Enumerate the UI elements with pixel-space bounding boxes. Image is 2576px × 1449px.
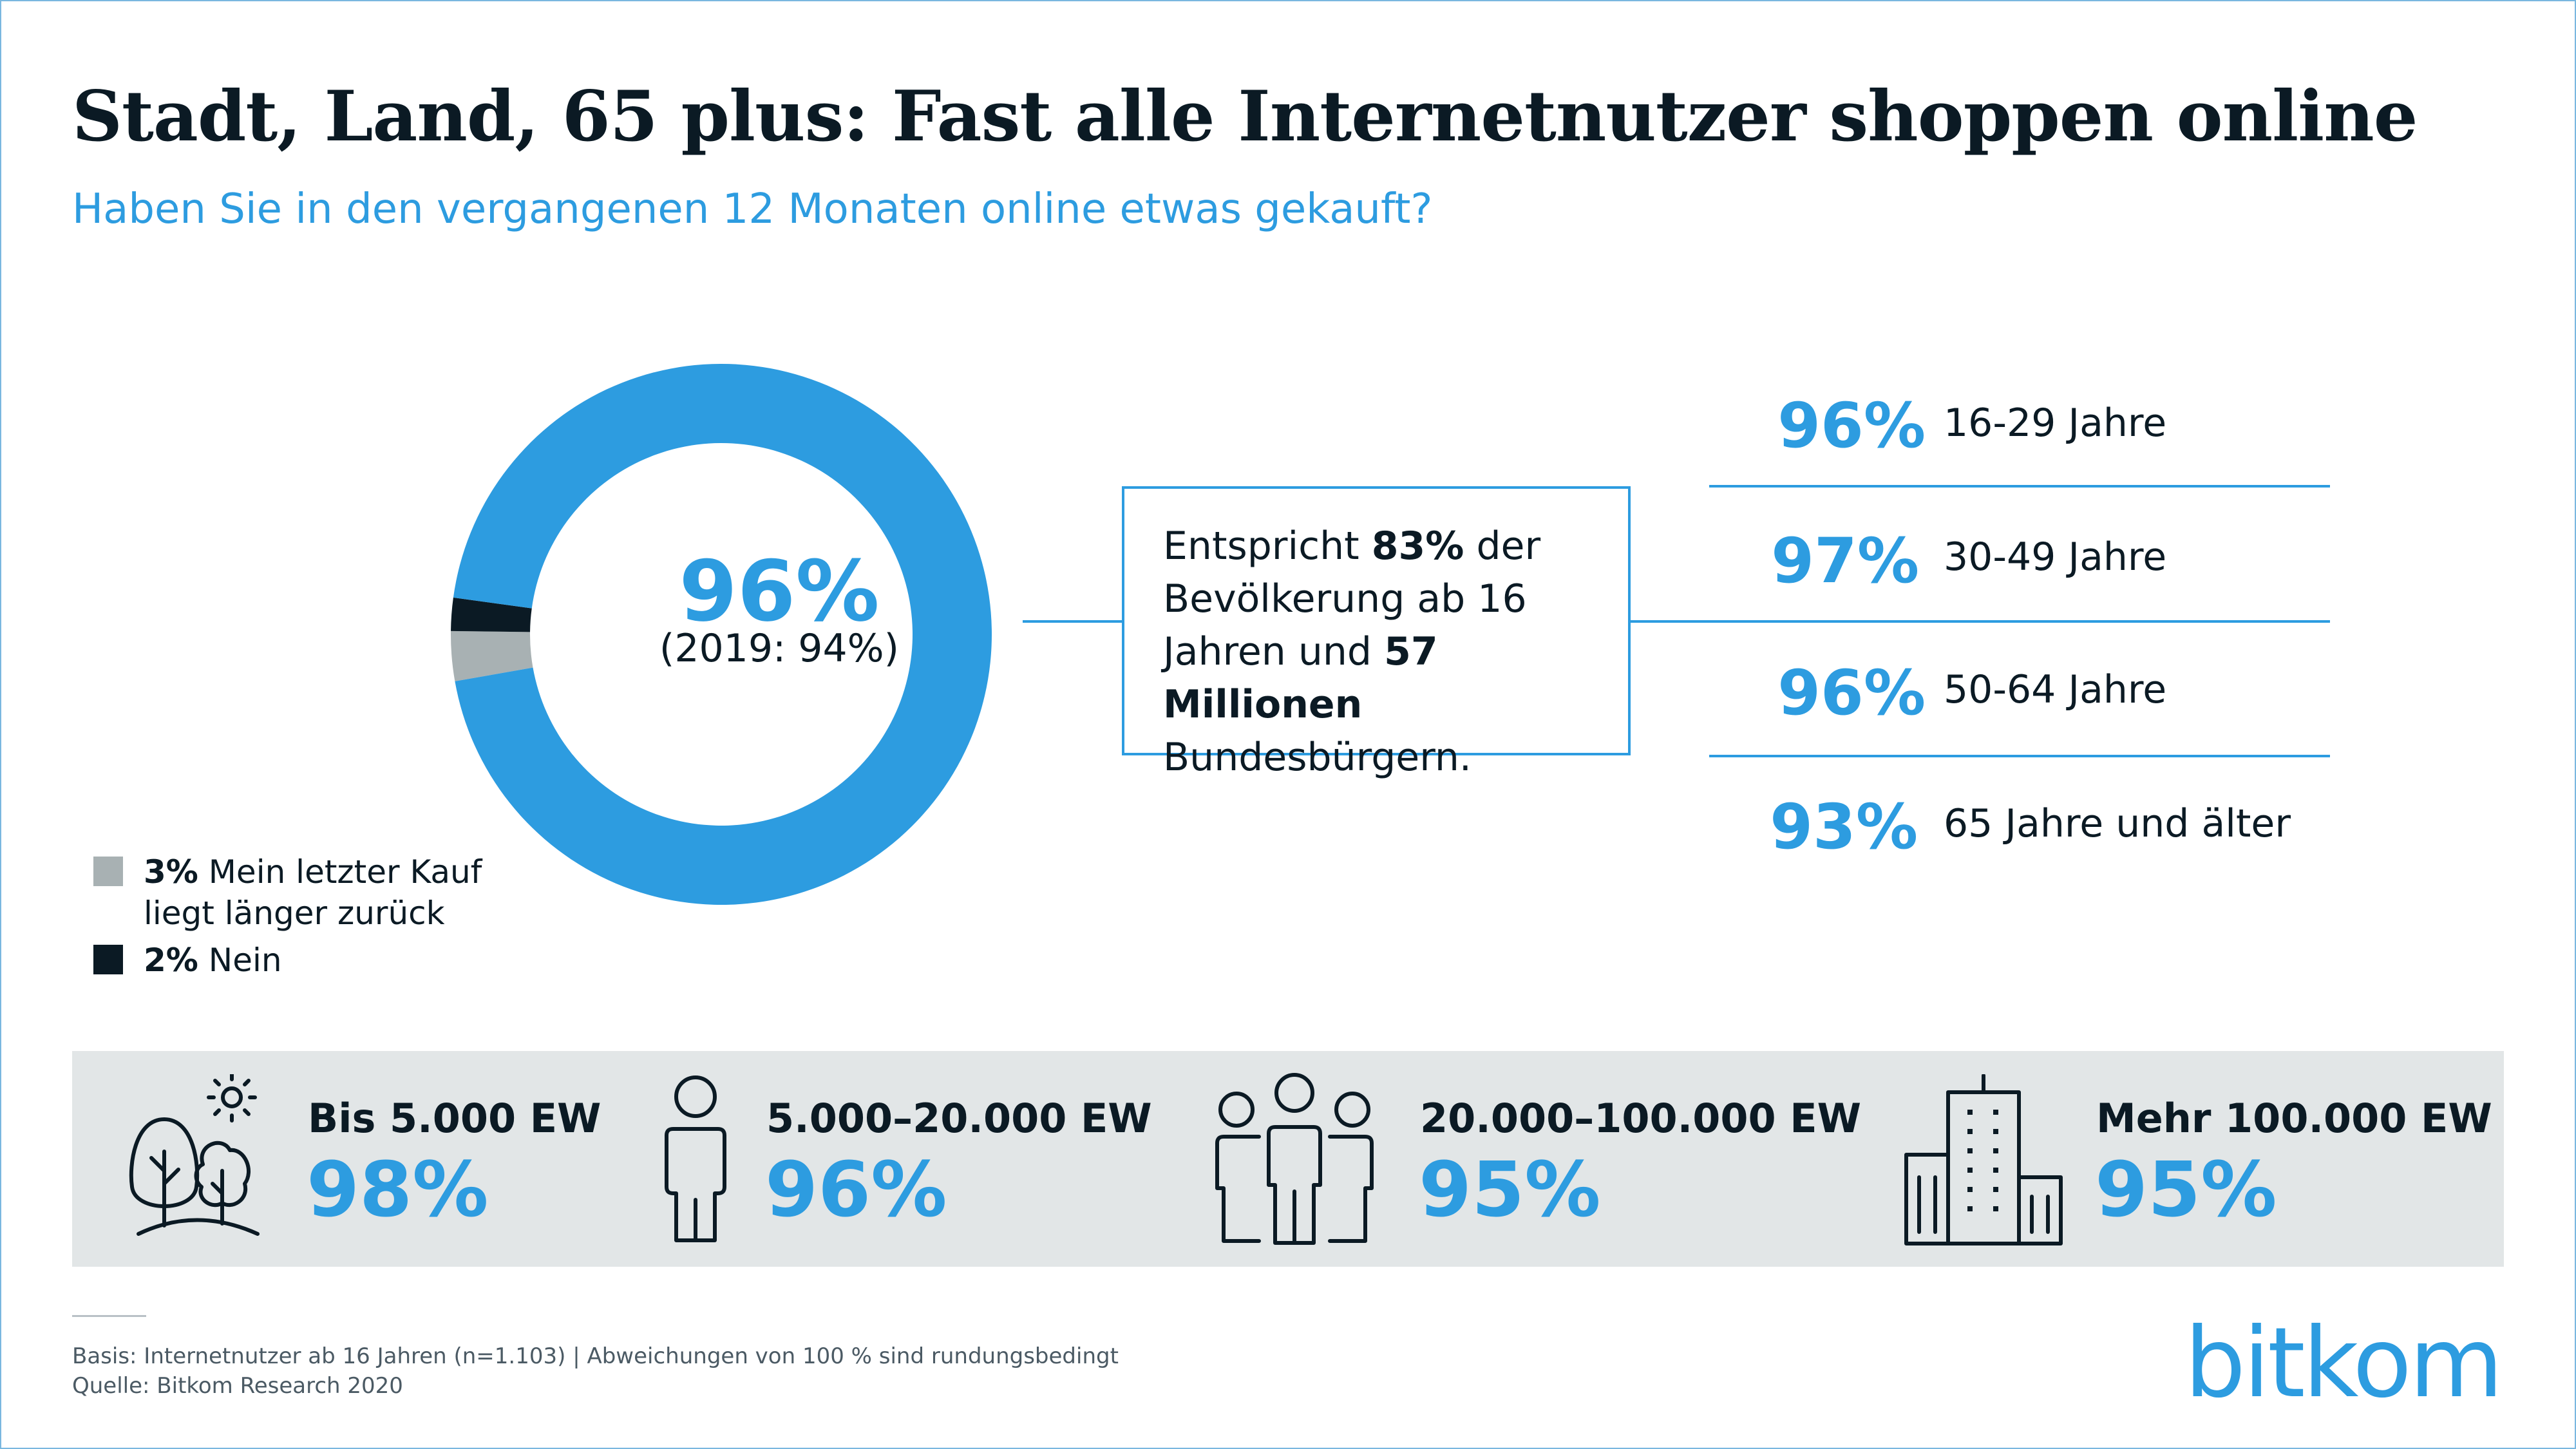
bitkom-logo: bitkom [2184,1307,2503,1419]
age-label-30-49: 30-49 Jahre [1944,535,2167,580]
page-title: Stadt, Land, 65 plus: Fast alle Internet… [72,76,2418,157]
town-label-4: Mehr 100.000 EW [2096,1095,2492,1142]
info-text-2: der Bevölkerung ab 16 Jahren und [1163,524,1541,674]
group-icon [1215,1073,1374,1245]
age-divider-1 [1709,485,2330,488]
footnote-basis: Basis: Internetnutzer ab 16 Jahren (n=1.… [72,1343,1119,1369]
age-pct-65plus: 93% [1770,791,1918,863]
age-pct-30-49: 97% [1771,525,1919,597]
age-label-16-29: 16-29 Jahre [1944,401,2167,446]
age-divider-3 [1709,755,2330,757]
donut-center-previous: (2019: 94%) [659,626,900,671]
donut-slice-no [451,597,532,632]
town-pct-4: 95% [2095,1145,2277,1234]
legend-later-pct: 3% [144,853,198,891]
age-divider-2 [1709,620,2330,623]
connector-line-left [1023,620,1123,623]
trees-sun-icon [129,1074,260,1236]
city-buildings-icon [1904,1074,2063,1245]
legend-swatch-grey [93,857,123,886]
info-box: Entspricht 83% der Bevölkerung ab 16 Jah… [1122,486,1631,780]
connector-line-right [1631,620,1709,623]
person-icon [665,1075,726,1242]
town-pct-1: 98% [307,1145,489,1234]
age-pct-16-29: 96% [1777,390,1926,462]
town-pct-3: 95% [1419,1145,1601,1234]
info-text-1: Entspricht [1163,524,1372,569]
age-label-50-64: 50-64 Jahre [1944,667,2167,712]
town-pct-2: 96% [765,1145,947,1234]
info-bold-2: 57 Millionen [1163,629,1438,727]
town-label-2: 5.000–20.000 EW [766,1095,1152,1142]
legend-later-label-1: Mein letzter Kauf [208,853,482,891]
donut-slice-later [451,630,533,681]
page-subtitle: Haben Sie in den vergangenen 12 Monaten … [72,185,1433,233]
footer-divider [72,1315,146,1317]
legend-later-label-2: liegt länger zurück [144,895,445,932]
town-size-panel [72,1051,2504,1267]
age-pct-50-64: 96% [1777,657,1926,729]
info-text-3: Bundesbürgern. [1163,735,1472,780]
donut-chart [451,364,992,905]
town-label-1: Bis 5.000 EW [308,1095,601,1142]
donut-center-value: 96% [679,542,880,640]
legend-no-label: Nein [208,942,282,979]
info-bold-1: 83% [1371,524,1464,569]
donut-slice-yes [453,364,992,905]
legend-swatch-dark [93,945,123,974]
legend-no-pct: 2% [144,942,198,979]
town-label-3: 20.000–100.000 EW [1420,1095,1861,1142]
footnote-source: Quelle: Bitkom Research 2020 [72,1373,403,1399]
age-label-65plus: 65 Jahre und älter [1944,801,2291,846]
